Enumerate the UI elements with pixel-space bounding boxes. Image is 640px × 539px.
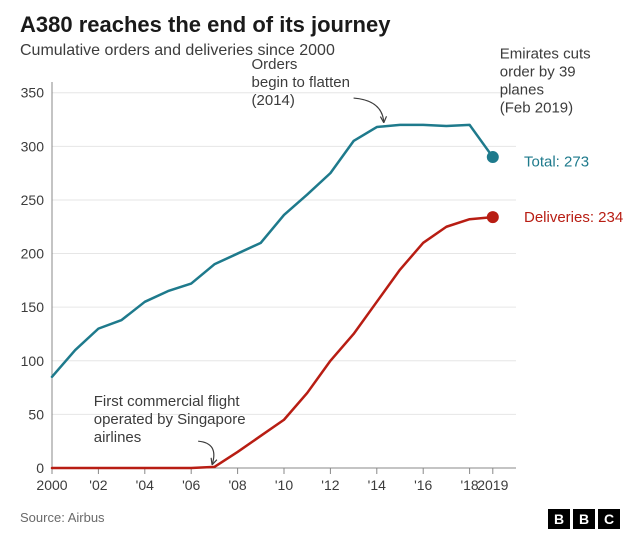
bbc-logo-c: C: [598, 509, 620, 529]
svg-text:(Feb 2019): (Feb 2019): [500, 99, 573, 116]
svg-text:2019: 2019: [477, 477, 508, 493]
svg-text:300: 300: [21, 138, 45, 154]
chart-svg: 0 50 100 150 200 250 300 350 2000 '02 '04 '06 '08 '10…: [0, 0, 640, 539]
svg-text:Orders: Orders: [252, 56, 298, 73]
source-label: Source: Airbus: [20, 510, 105, 525]
svg-text:'08: '08: [228, 477, 246, 493]
annotation-orders-flatten: Ordersbegin to flatten(2014): [252, 56, 350, 109]
svg-text:'04: '04: [136, 477, 154, 493]
svg-text:airlines: airlines: [94, 429, 142, 446]
gridlines: [52, 93, 516, 415]
svg-text:250: 250: [21, 192, 45, 208]
svg-text:'02: '02: [89, 477, 107, 493]
svg-text:'10: '10: [275, 477, 293, 493]
series-end-marker-orders: [487, 151, 499, 163]
svg-text:'12: '12: [321, 477, 339, 493]
svg-text:begin to flatten: begin to flatten: [252, 74, 350, 91]
series-line-orders: [52, 125, 493, 377]
y-axis-ticks: 0 50 100 150 200 250 300 350: [21, 85, 45, 476]
series-end-marker-deliveries: [487, 211, 499, 223]
svg-text:operated by Singapore: operated by Singapore: [94, 411, 246, 428]
svg-text:0: 0: [36, 460, 44, 476]
svg-text:150: 150: [21, 299, 45, 315]
annotation-first-flight: First commercial flightoperated by Singa…: [94, 393, 246, 446]
svg-text:planes: planes: [500, 81, 544, 98]
svg-text:2000: 2000: [36, 477, 67, 493]
svg-text:'16: '16: [414, 477, 432, 493]
annotation-orders-flatten-arrow: [354, 98, 384, 123]
svg-text:50: 50: [28, 406, 44, 422]
annotation-emirates: Emirates cutsorder by 39planes(Feb 2019): [500, 45, 591, 116]
bbc-logo: B B C: [548, 509, 620, 529]
svg-text:'06: '06: [182, 477, 200, 493]
svg-text:Emirates cuts: Emirates cuts: [500, 45, 591, 62]
svg-text:order by 39: order by 39: [500, 63, 576, 80]
svg-text:100: 100: [21, 353, 45, 369]
chart-container: A380 reaches the end of its journey Cumu…: [0, 0, 640, 539]
bbc-logo-b2: B: [573, 509, 595, 529]
svg-text:350: 350: [21, 85, 45, 101]
svg-text:First commercial flight: First commercial flight: [94, 393, 241, 410]
svg-text:'18: '18: [460, 477, 478, 493]
svg-text:(2014): (2014): [252, 92, 295, 109]
x-axis-ticks: 2000 '02 '04 '06 '08 '10 '12 '14 '16 '182019: [36, 468, 508, 493]
series-label-orders: Total: 273: [524, 153, 589, 170]
svg-text:'14: '14: [368, 477, 386, 493]
series-label-deliveries: Deliveries: 234: [524, 209, 623, 226]
bbc-logo-b1: B: [548, 509, 570, 529]
svg-text:200: 200: [21, 246, 45, 262]
